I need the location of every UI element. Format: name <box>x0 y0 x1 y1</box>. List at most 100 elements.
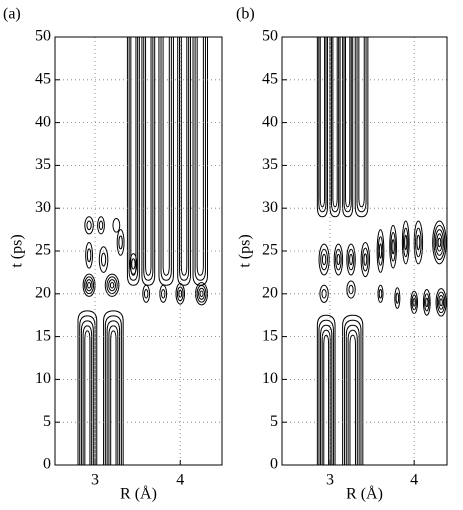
contour-line <box>87 281 92 289</box>
y-tick-label: 10 <box>35 370 51 387</box>
contour-line <box>198 287 206 300</box>
contour-line <box>358 37 365 208</box>
contour-line <box>100 252 107 267</box>
contour-line <box>319 284 329 303</box>
y-tick-label: 40 <box>262 113 278 130</box>
contour-line <box>319 37 326 208</box>
contour-line <box>323 334 330 465</box>
contour-line <box>104 273 120 297</box>
contour-line <box>378 243 383 259</box>
contour-line <box>80 320 94 465</box>
contour-line <box>106 320 121 465</box>
contour-line <box>110 330 117 465</box>
contour-line <box>432 220 447 265</box>
contour-line <box>342 37 354 218</box>
contour-line <box>390 231 396 262</box>
contour-line <box>316 37 328 218</box>
contour-line <box>335 248 342 271</box>
contour-line <box>394 287 401 309</box>
contour-line <box>199 290 204 298</box>
contour-area <box>77 37 209 465</box>
contour-line <box>360 241 371 278</box>
contour-line <box>330 37 340 213</box>
contour-line <box>413 220 424 265</box>
contour-line <box>436 291 446 314</box>
contour-line <box>434 229 444 256</box>
y-tick-label: 40 <box>35 113 51 130</box>
contour-line <box>404 234 408 251</box>
contour-line <box>356 37 367 213</box>
contour-line <box>378 289 383 299</box>
y-tick-label: 50 <box>262 28 278 45</box>
contour-area <box>316 37 447 465</box>
contour-line <box>180 37 188 276</box>
contour-line <box>348 284 354 295</box>
contour-line <box>112 217 121 233</box>
x-tick-label: 4 <box>176 472 184 489</box>
contour-line <box>196 284 207 303</box>
contour-line <box>103 310 124 465</box>
panel-label: (a) <box>3 6 21 23</box>
contour-line <box>389 224 397 269</box>
contour-line <box>344 37 351 208</box>
contour-line <box>347 329 358 465</box>
contour-line <box>349 334 356 465</box>
contour-line <box>422 289 431 316</box>
contour-line <box>349 253 353 266</box>
contour-line <box>401 220 410 265</box>
contour-line <box>415 227 422 258</box>
y-tick-label: 35 <box>262 156 278 173</box>
contour-line <box>329 37 341 218</box>
y-tick-label: 25 <box>262 242 278 259</box>
contour-line <box>318 37 327 213</box>
contour-line <box>126 37 140 286</box>
contour-line <box>320 324 333 465</box>
y-tick-label: 30 <box>35 199 51 216</box>
contour-line <box>433 224 446 261</box>
contour-line <box>160 37 172 281</box>
contour-line <box>318 319 334 465</box>
axes-frame <box>54 36 223 466</box>
contour-line <box>391 239 395 255</box>
contour-line <box>84 276 95 295</box>
contour-line <box>85 241 93 269</box>
contour-line <box>362 247 369 272</box>
contour-line <box>346 280 356 299</box>
contour-line <box>82 325 93 465</box>
contour-line <box>98 246 109 273</box>
axes-frame <box>281 36 448 466</box>
contour-line <box>108 279 116 292</box>
contour-line <box>79 315 96 465</box>
contour-line <box>336 253 341 266</box>
contour-line <box>84 216 94 235</box>
contour-line <box>116 229 125 256</box>
contour-line <box>333 243 344 276</box>
y-tick-label: 10 <box>262 370 278 387</box>
contour-line <box>118 235 123 250</box>
contour-line <box>158 37 174 286</box>
contour-line <box>403 227 409 258</box>
contour-line <box>179 37 190 281</box>
contour-line <box>376 229 385 273</box>
y-tick-label: 35 <box>35 156 51 173</box>
y-tick-label: 20 <box>35 284 51 301</box>
y-tick-label: 45 <box>35 70 51 87</box>
y-tick-label: 30 <box>262 199 278 216</box>
contour-line <box>345 324 360 465</box>
contour-line <box>363 253 368 266</box>
contour-line <box>196 37 204 276</box>
y-tick-label: 0 <box>270 456 278 473</box>
contour-line <box>343 37 352 213</box>
contour-line <box>347 248 355 271</box>
y-tick-label: 20 <box>262 284 278 301</box>
contour-line <box>161 289 166 299</box>
y-axis-label: t (ps) <box>237 234 254 267</box>
contour-line <box>332 37 338 208</box>
contour-line <box>342 314 364 465</box>
y-tick-label: 25 <box>35 242 51 259</box>
contour-line <box>416 234 421 251</box>
y-tick-label: 50 <box>35 28 51 45</box>
contour-line <box>439 298 443 307</box>
y-tick-label: 5 <box>270 413 278 430</box>
